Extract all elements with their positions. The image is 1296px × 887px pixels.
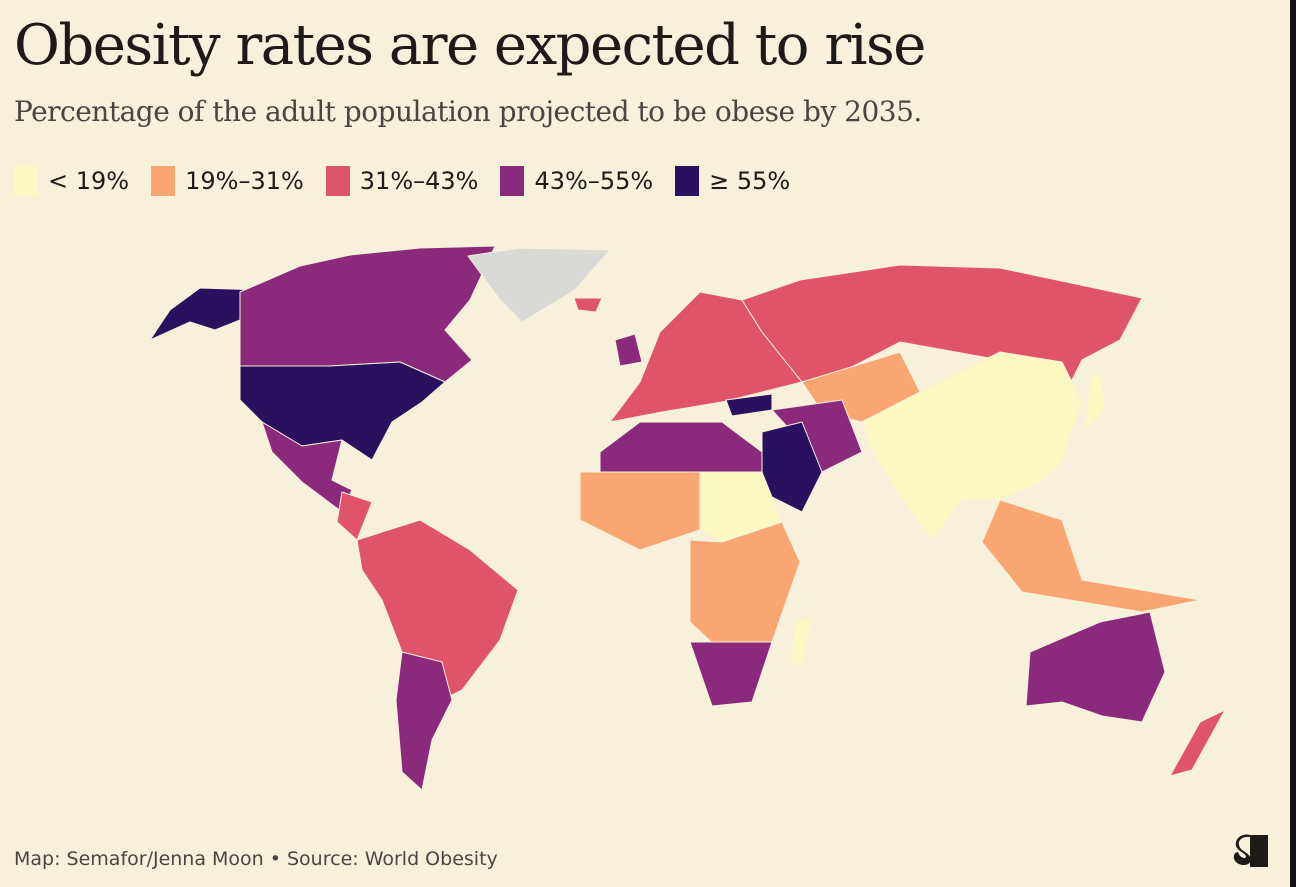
- legend-label: ≥ 55%: [709, 167, 791, 195]
- credit-footer: Map: Semafor/Jenna Moon • Source: World …: [14, 848, 498, 870]
- region-south-america-north: [356, 519, 519, 701]
- region-west-africa: [579, 471, 701, 551]
- region-russia: [741, 264, 1143, 401]
- legend-item: ≥ 55%: [675, 166, 790, 196]
- legend-label: < 19%: [48, 167, 130, 195]
- region-east-africa: [689, 521, 801, 653]
- legend-swatch: [14, 166, 38, 196]
- legend-label: 31%–43%: [359, 167, 479, 195]
- region-japan: [1084, 369, 1106, 431]
- legend-swatch: [675, 166, 700, 196]
- legend-swatch: [325, 166, 350, 196]
- region-southeast-asia: [981, 499, 1201, 613]
- region-iceland: [573, 297, 603, 313]
- region-greenland: [467, 247, 611, 323]
- subtitle: Percentage of the adult population proje…: [14, 95, 922, 128]
- region-southern-cone: [395, 651, 453, 791]
- semafor-logo: [1233, 834, 1268, 867]
- region-united-states: [239, 361, 446, 461]
- page-title: Obesity rates are expected to rise: [14, 13, 926, 78]
- legend-item: 19%–31%: [151, 166, 304, 196]
- region-mexico: [261, 421, 353, 513]
- window-edge: [1290, 0, 1296, 887]
- legend-swatch: [151, 166, 176, 196]
- legend-item: 43%–55%: [500, 166, 653, 196]
- region-north-africa: [599, 421, 763, 473]
- legend-swatch: [500, 166, 525, 196]
- region-china-south-asia: [861, 351, 1083, 541]
- legend-item: 31%–43%: [325, 166, 479, 196]
- region-australia: [1025, 611, 1166, 723]
- legend-label: 19%–31%: [185, 167, 304, 195]
- region-central-america: [336, 491, 373, 541]
- legend: < 19% 19%–31% 31%–43% 43%–55% ≥ 55%: [14, 166, 790, 196]
- region-canada: [239, 245, 496, 383]
- region-new-zealand: [1169, 709, 1226, 777]
- region-southern-africa: [689, 641, 773, 707]
- region-united-kingdom: [614, 333, 643, 367]
- legend-label: 43%–55%: [534, 167, 654, 195]
- region-madagascar: [789, 619, 813, 667]
- legend-item: < 19%: [14, 166, 129, 196]
